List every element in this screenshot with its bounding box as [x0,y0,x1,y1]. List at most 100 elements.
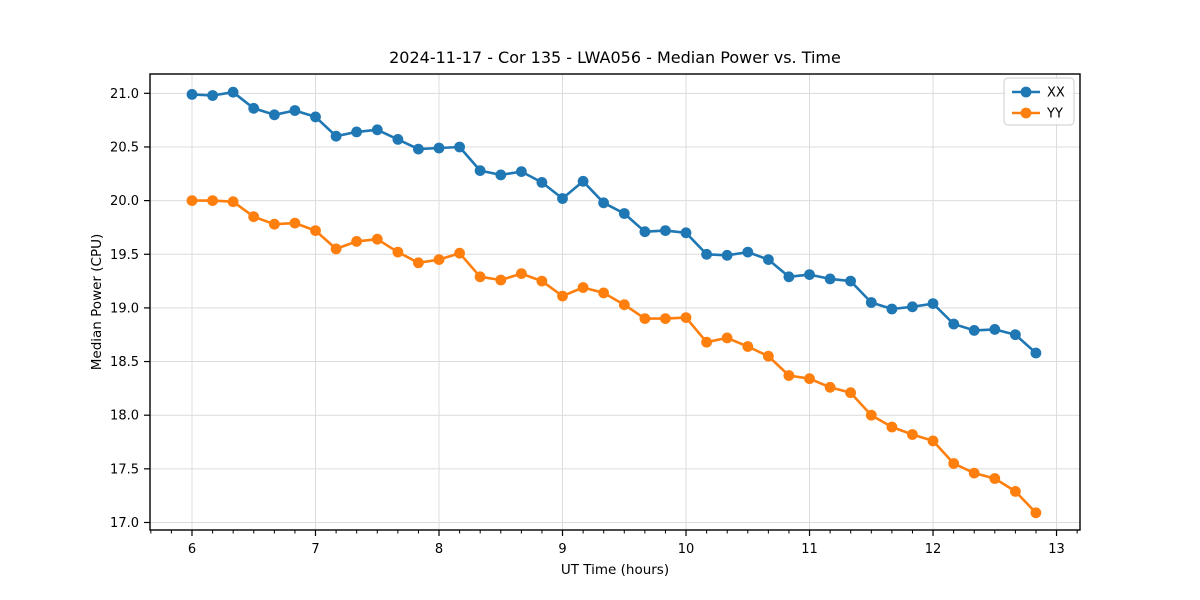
chart-title: 2024-11-17 - Cor 135 - LWA056 - Median P… [389,48,841,67]
data-point-xx [474,165,486,177]
x-tick-label: 7 [311,542,319,557]
data-point-yy [598,287,609,299]
data-point-yy [454,247,465,259]
data-point-xx [1010,329,1021,341]
data-point-xx [680,227,692,239]
data-point-yy [618,299,630,311]
x-tick-label: 8 [435,542,443,557]
data-point-xx [968,325,980,336]
data-point-yy [495,274,507,286]
data-point-xx [907,301,918,313]
data-point-yy [536,275,548,287]
data-point-yy [269,218,280,230]
y-tick-label: 19.5 [110,248,139,263]
data-point-xx [701,248,712,260]
data-point-xx [351,126,362,138]
data-point-xx [639,226,651,238]
data-point-yy [433,254,445,265]
data-point-xx [763,254,774,265]
legend-label-yy: YY [1046,107,1063,122]
data-point-xx [454,141,465,153]
legend-marker-xx [1020,86,1032,98]
data-point-xx [310,111,321,123]
data-point-yy [516,268,527,279]
data-point-yy [351,236,362,247]
y-tick-label: 17.5 [110,462,139,477]
data-point-yy [207,195,219,207]
data-point-yy [886,421,898,433]
data-point-yy [1030,507,1042,519]
data-point-yy [783,370,795,381]
y-tick-label: 17.0 [110,516,139,531]
data-point-yy [989,473,1001,484]
data-point-xx [536,177,548,188]
data-point-xx [598,197,609,209]
y-tick-label: 21.0 [110,87,139,102]
x-tick-label: 12 [925,542,942,557]
data-point-yy [371,233,383,245]
data-point-yy [804,373,815,385]
data-point-xx [516,166,527,178]
data-point-yy [680,312,692,323]
data-point-yy [310,225,321,237]
data-point-xx [886,303,898,315]
data-point-xx [804,269,815,280]
y-tick-label: 18.0 [110,409,139,424]
data-point-yy [907,429,918,440]
data-point-xx [495,169,507,181]
axes-background [150,74,1080,530]
data-point-xx [1030,347,1042,359]
data-point-yy [474,271,486,283]
data-point-yy [639,313,651,324]
data-point-yy [721,332,733,344]
data-point-yy [577,282,589,293]
y-tick-label: 20.0 [110,194,139,209]
data-point-yy [392,246,404,258]
axes-spines [149,73,1081,531]
data-point-xx [207,90,219,101]
data-point-yy [824,381,836,393]
data-point-xx [783,271,795,283]
data-point-xx [413,143,424,155]
y-tick-label: 18.5 [110,355,139,370]
data-point-xx [845,275,856,287]
data-point-xx [433,142,445,154]
data-point-xx [227,86,239,98]
data-point-xx [371,124,383,136]
data-point-xx [618,208,630,219]
x-tick-label: 13 [1048,542,1065,557]
y-axis-label: Median Power (CPU) [89,233,105,371]
data-point-yy [845,387,856,399]
data-point-xx [392,134,404,145]
data-point-yy [557,290,568,302]
data-point-yy [701,336,712,348]
data-point-xx [330,130,342,142]
x-axis-label: UT Time (hours) [560,562,670,578]
data-point-yy [1010,486,1021,497]
data-point-xx [927,298,939,309]
data-point-yy [413,257,424,269]
legend-label-xx: XX [1047,86,1065,101]
data-point-xx [824,273,836,285]
data-point-yy [968,467,980,479]
data-point-xx [557,193,568,204]
data-point-yy [227,196,239,208]
data-point-yy [927,435,939,447]
data-point-yy [742,341,754,352]
y-tick-label: 19.0 [110,301,139,316]
x-tick-label: 11 [801,542,818,557]
data-point-yy [330,243,342,255]
data-point-xx [660,225,671,237]
data-point-yy [660,313,671,324]
x-tick-label: 9 [558,542,566,557]
data-point-xx [186,89,198,100]
data-point-xx [742,246,754,258]
data-point-xx [948,318,960,330]
x-tick-label: 10 [678,542,695,557]
data-point-yy [289,217,301,229]
data-point-xx [248,102,260,114]
data-point-xx [577,175,589,187]
data-point-xx [865,297,877,308]
